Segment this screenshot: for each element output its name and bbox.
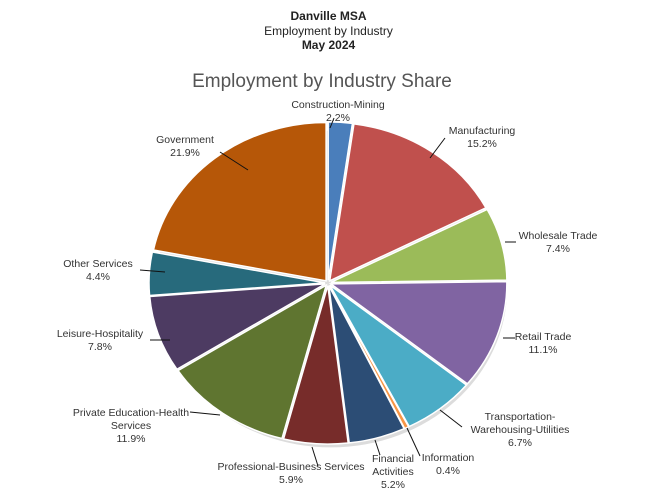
slice-value-label: 0.4%: [436, 465, 460, 477]
report-date: May 2024: [301, 38, 356, 52]
slice-value-label: 5.2%: [381, 479, 405, 491]
slice-category-label: Services: [111, 420, 151, 432]
slice-label-financial-activities: Financial Activities 5.2%: [372, 453, 414, 491]
slice-category-label: Construction-Mining: [291, 99, 385, 111]
slice-category-label: Financial: [372, 453, 414, 465]
slice-label-leisure-hospitality: Leisure-Hospitality 7.8%: [57, 328, 144, 353]
pie-slice-leisure-hospitality: [148, 283, 326, 371]
slice-value-label: 7.8%: [88, 341, 112, 353]
pie-slice-manufacturing: [328, 123, 488, 283]
slice-category-label: Transportation-: [485, 411, 556, 423]
slice-value-label: 4.4%: [86, 271, 110, 283]
slice-label-manufacturing: Manufacturing 15.2%: [449, 125, 516, 150]
slice-category-label: Professional-Business Services: [217, 461, 364, 473]
slice-value-label: 15.2%: [467, 138, 497, 150]
slice-label-wholesale-trade: Wholesale Trade 7.4%: [519, 230, 598, 255]
pie-slice-private-education-health-services: [176, 283, 328, 440]
leader-line-private-education-health-services: [189, 411, 221, 416]
slice-category-label: Warehousing-Utilities: [471, 424, 570, 436]
slice-label-construction-mining: Construction-Mining 2.2%: [291, 99, 385, 124]
slice-category-label: Retail Trade: [515, 331, 572, 343]
pie-slice-professional-business-services: [282, 285, 350, 445]
slice-category-label: Information: [422, 452, 475, 464]
slice-value-label: 5.9%: [279, 474, 303, 486]
leader-line-financial-activities: [374, 439, 381, 456]
slice-label-professional-business-services: Professional-Business Services 5.9%: [217, 461, 364, 486]
slice-value-label: 11.1%: [529, 344, 558, 356]
report-subtitle: Employment by Industry: [264, 24, 393, 38]
slice-value-label: 2.2%: [326, 112, 350, 124]
leader-line-information: [406, 427, 421, 457]
slice-label-government: Government 21.9%: [156, 134, 214, 159]
pie-slice-government: [152, 121, 327, 282]
leader-line-other-services: [139, 269, 166, 273]
slice-category-label: Activities: [372, 466, 413, 478]
report-title: Danville MSA: [290, 9, 367, 23]
leader-line-professional-business-services: [311, 446, 319, 467]
slice-category-label: Leisure-Hospitality: [57, 328, 144, 340]
slice-value-label: 7.4%: [546, 243, 570, 255]
slice-label-retail-trade: Retail Trade 11.1%: [515, 331, 572, 356]
slice-label-transportation-warehousing-utilities: Transportation-Warehousing-Utilities 6.7%: [471, 411, 570, 449]
slice-category-label: Other Services: [63, 258, 132, 270]
slice-label-private-education-health-services: Private Education-Health Services 11.9%: [73, 407, 189, 445]
pie-slice-financial-activities: [328, 285, 406, 444]
leader-line-manufacturing: [429, 137, 446, 159]
leader-line-government: [219, 151, 249, 171]
pie-slice-retail-trade: [328, 280, 508, 385]
leader-line-transportation-warehousing-utilities: [439, 409, 463, 428]
slice-label-information: Information 0.4%: [422, 452, 475, 477]
slice-category-label: Private Education-Health: [73, 407, 189, 419]
slice-label-other-services: Other Services 4.4%: [63, 258, 132, 283]
leader-line-construction-mining: [329, 117, 335, 129]
pie-slice-wholesale-trade: [330, 208, 508, 284]
slice-value-label: 11.9%: [117, 433, 146, 445]
pie-slice-other-services: [148, 251, 326, 297]
chart-title: Employment by Industry Share: [192, 71, 452, 92]
slice-value-label: 6.7%: [508, 437, 532, 449]
slice-category-label: Government: [156, 134, 214, 146]
slice-category-label: Wholesale Trade: [519, 230, 598, 242]
pie-slice-construction-mining: [327, 121, 354, 281]
slice-value-label: 21.9%: [170, 147, 200, 159]
slice-category-label: Manufacturing: [449, 125, 516, 137]
